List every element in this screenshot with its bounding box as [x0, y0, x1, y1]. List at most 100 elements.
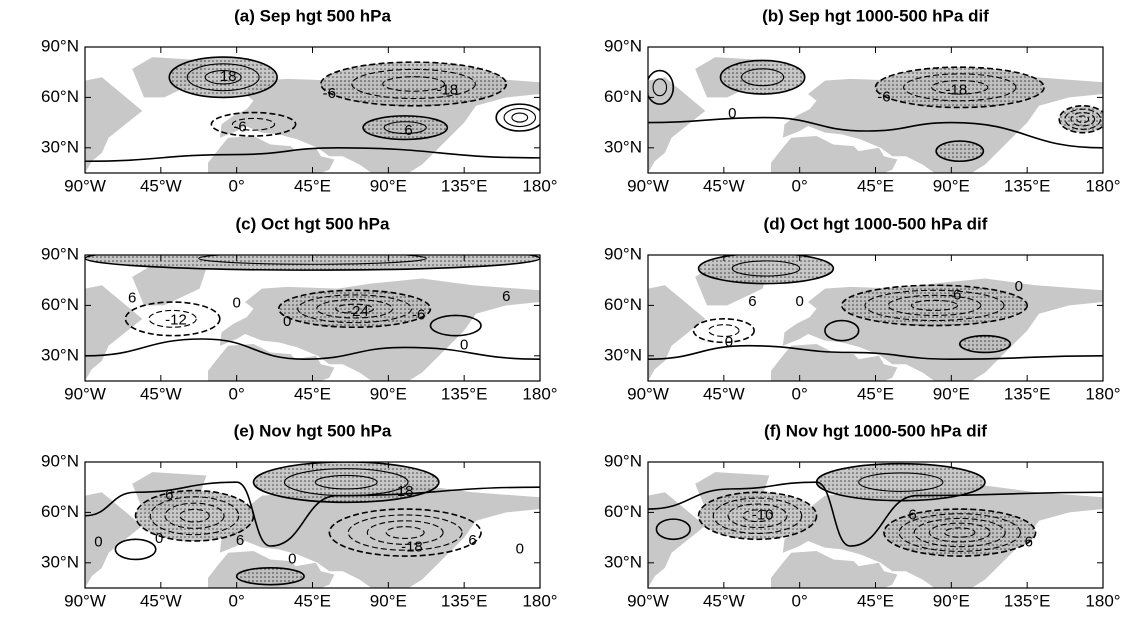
contour-label: 6 — [468, 532, 476, 549]
x-tick-label: 45°W — [703, 591, 745, 610]
contour-label: -6 — [323, 85, 336, 102]
y-tick-label: 90°N — [604, 451, 642, 470]
x-tick-label: 90°E — [933, 176, 970, 195]
x-tick-label: 45°E — [294, 384, 331, 403]
contour-label: 18 — [220, 68, 237, 85]
contour-label: -18 — [946, 82, 968, 99]
figure: 18 -6 -18 -6 6 (a) Sep hgt 500 hPa 90°W 45°W 0° 4… — [0, 0, 1131, 626]
panel-title: (f) Nov hgt 1000-500 hPa dif — [764, 421, 987, 440]
contour-label: 0 — [795, 293, 803, 310]
y-tick-label: 30°N — [604, 552, 642, 571]
x-tick-label: 45°W — [140, 591, 182, 610]
contour-label: 0 — [728, 105, 736, 122]
contour — [321, 62, 506, 106]
contour-label: 6 — [236, 532, 244, 549]
x-tick-label: 180° — [522, 591, 557, 610]
contour — [960, 336, 1011, 353]
panel-title: (e) Nov hgt 500 hPa — [234, 421, 392, 440]
contour — [115, 539, 155, 559]
y-tick-label: 60°N — [41, 295, 79, 314]
map: -6 0 -18 — [646, 57, 1106, 176]
map: 60-600 — [648, 253, 1103, 384]
contour-label: -12 — [165, 311, 187, 328]
x-tick-label: 90°W — [627, 384, 669, 403]
x-tick-label: 180° — [522, 176, 557, 195]
contour — [884, 509, 1036, 556]
x-tick-label: 45°E — [294, 176, 331, 195]
contour — [1059, 106, 1106, 133]
x-tick-label: 0° — [229, 176, 245, 195]
contour-label: -10 — [752, 507, 774, 524]
contour — [504, 109, 535, 127]
contour-label: -6 — [233, 119, 246, 136]
contour-label: 6 — [908, 507, 916, 524]
contour-label: 0 — [94, 534, 102, 551]
contour — [720, 60, 804, 94]
y-tick-label: 60°N — [604, 295, 642, 314]
panel-title: (d) Oct hgt 1000-500 hPa dif — [764, 214, 988, 233]
x-tick-label: 180° — [1085, 591, 1120, 610]
contour-label: 6 — [165, 487, 173, 504]
contour-label: -18 — [401, 539, 423, 556]
contour-label: 6 — [404, 122, 412, 139]
x-tick-label: 135°E — [1004, 384, 1051, 403]
y-tick-label: 30°N — [604, 137, 642, 156]
y-tick-label: 60°N — [604, 502, 642, 521]
land — [771, 136, 872, 173]
x-tick-label: 45°E — [294, 591, 331, 610]
map: 18 -6 -18 -6 6 — [85, 57, 543, 176]
x-tick-label: 45°W — [703, 176, 745, 195]
panel: 600618-18600(e) Nov hgt 500 hPa90°W45°W0… — [41, 421, 558, 610]
contour-label: 0 — [232, 295, 240, 312]
contour-label: -18 — [436, 82, 458, 99]
land — [648, 492, 705, 588]
x-tick-label: 45°W — [703, 384, 745, 403]
x-tick-label: 0° — [792, 384, 808, 403]
x-tick-label: 90°E — [370, 591, 407, 610]
x-tick-label: 0° — [792, 176, 808, 195]
x-tick-label: 90°W — [627, 176, 669, 195]
contour-label: -6 — [877, 88, 890, 105]
contour-label: -6 — [948, 286, 961, 303]
x-tick-label: 45°W — [140, 176, 182, 195]
x-tick-label: 180° — [1085, 384, 1120, 403]
x-tick-label: 90°W — [64, 591, 106, 610]
contour — [936, 141, 983, 161]
panel: 60-600(d) Oct hgt 1000-500 hPa dif90°W45… — [604, 214, 1121, 403]
y-tick-label: 60°N — [604, 87, 642, 106]
x-tick-label: 90°E — [933, 591, 970, 610]
contour — [842, 285, 1027, 325]
contour-label: -6 — [412, 306, 425, 323]
y-tick-label: 30°N — [41, 552, 79, 571]
y-tick-label: 60°N — [41, 87, 79, 106]
x-tick-label: 0° — [792, 591, 808, 610]
contour-label: -24 — [347, 303, 369, 320]
map: 600618-18600 — [85, 462, 540, 591]
contour-label: 0 — [725, 333, 733, 350]
contour-label: 0 — [1015, 278, 1023, 295]
contour-label: 6 — [502, 288, 510, 305]
x-tick-label: 135°E — [441, 176, 488, 195]
panel-title: (a) Sep hgt 500 hPa — [234, 6, 391, 25]
x-tick-label: 45°W — [140, 384, 182, 403]
x-tick-label: 45°E — [857, 384, 894, 403]
y-tick-label: 90°N — [41, 36, 79, 55]
x-tick-label: 135°E — [441, 591, 488, 610]
contour-label: 0 — [516, 540, 524, 557]
y-tick-label: 90°N — [604, 244, 642, 263]
y-tick-label: 30°N — [41, 345, 79, 364]
x-tick-label: 135°E — [441, 384, 488, 403]
x-tick-label: 45°E — [857, 176, 894, 195]
y-tick-label: 30°N — [41, 137, 79, 156]
contour-label: 6 — [1025, 534, 1033, 551]
y-tick-label: 90°N — [604, 36, 642, 55]
y-tick-label: 90°N — [41, 451, 79, 470]
x-tick-label: 90°W — [627, 591, 669, 610]
x-tick-label: 0° — [229, 384, 245, 403]
x-tick-label: 135°E — [1004, 176, 1051, 195]
y-tick-label: 30°N — [604, 345, 642, 364]
x-tick-label: 0° — [229, 591, 245, 610]
contour-label: 0 — [155, 530, 163, 547]
